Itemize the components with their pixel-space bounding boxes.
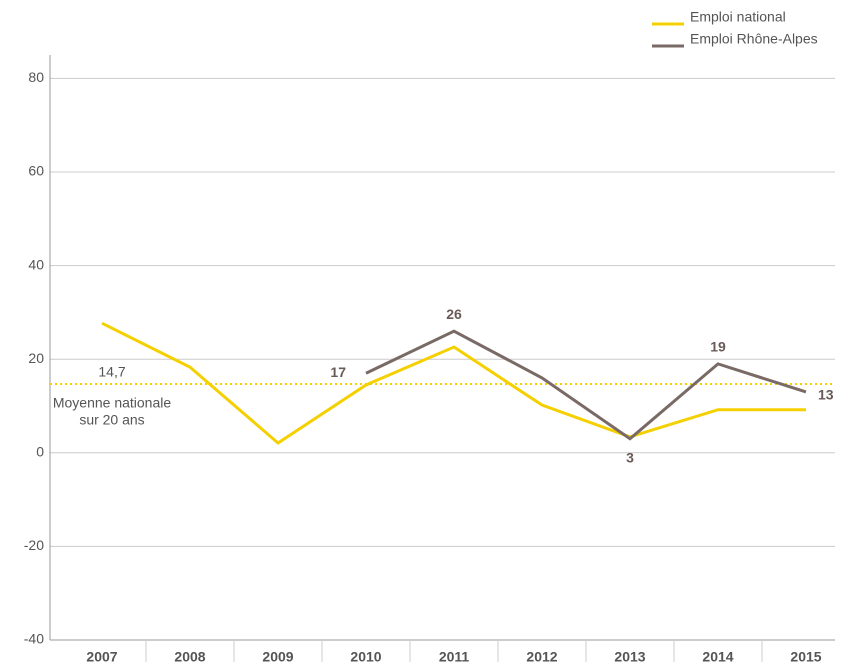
y-tick-label: 80 xyxy=(28,69,44,85)
data-label: 17 xyxy=(330,364,346,380)
data-label: 13 xyxy=(818,387,834,403)
x-tick-label: 2015 xyxy=(790,649,821,665)
legend-label: Emploi national xyxy=(690,9,786,25)
data-label: 3 xyxy=(626,449,634,465)
reference-text: sur 20 ans xyxy=(79,412,144,428)
x-tick-label: 2009 xyxy=(262,649,293,665)
x-tick-label: 2007 xyxy=(86,649,117,665)
legend-label: Emploi Rhône-Alpes xyxy=(690,31,818,47)
y-tick-label: 20 xyxy=(28,350,44,366)
x-tick-label: 2014 xyxy=(702,649,733,665)
x-tick-label: 2011 xyxy=(439,649,470,665)
reference-text: Moyenne nationale xyxy=(53,395,172,411)
y-tick-label: 60 xyxy=(28,163,44,179)
x-tick-label: 2008 xyxy=(174,649,205,665)
series-line xyxy=(101,321,806,445)
y-tick-label: -40 xyxy=(24,631,44,647)
y-tick-label: -20 xyxy=(24,537,44,553)
x-tick-label: 2012 xyxy=(526,649,557,665)
data-label: 26 xyxy=(446,306,462,322)
data-label: 19 xyxy=(710,339,726,355)
x-tick-label: 2010 xyxy=(350,649,381,665)
y-tick-label: 0 xyxy=(36,444,44,460)
series-line xyxy=(365,329,807,441)
y-tick-label: 40 xyxy=(28,256,44,272)
reference-label: 14,7 xyxy=(98,364,125,380)
x-tick-label: 2013 xyxy=(614,649,645,665)
